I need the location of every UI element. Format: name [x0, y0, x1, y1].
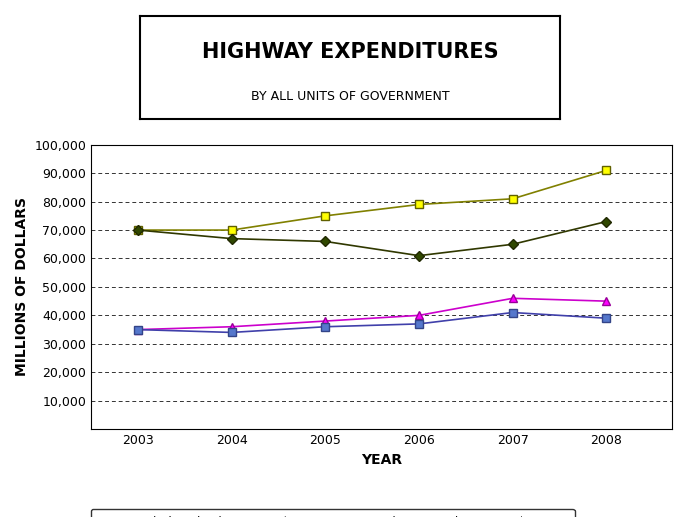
Legend: Capital Outlay in Current $, Capital Outlay in Constant 1987 $, Maintenance in C: Capital Outlay in Current $, Capital Out… — [91, 509, 575, 517]
X-axis label: YEAR: YEAR — [361, 452, 402, 466]
Text: HIGHWAY EXPENDITURES: HIGHWAY EXPENDITURES — [202, 42, 498, 62]
Y-axis label: MILLIONS OF DOLLARS: MILLIONS OF DOLLARS — [15, 197, 29, 376]
Text: BY ALL UNITS OF GOVERNMENT: BY ALL UNITS OF GOVERNMENT — [251, 89, 449, 103]
